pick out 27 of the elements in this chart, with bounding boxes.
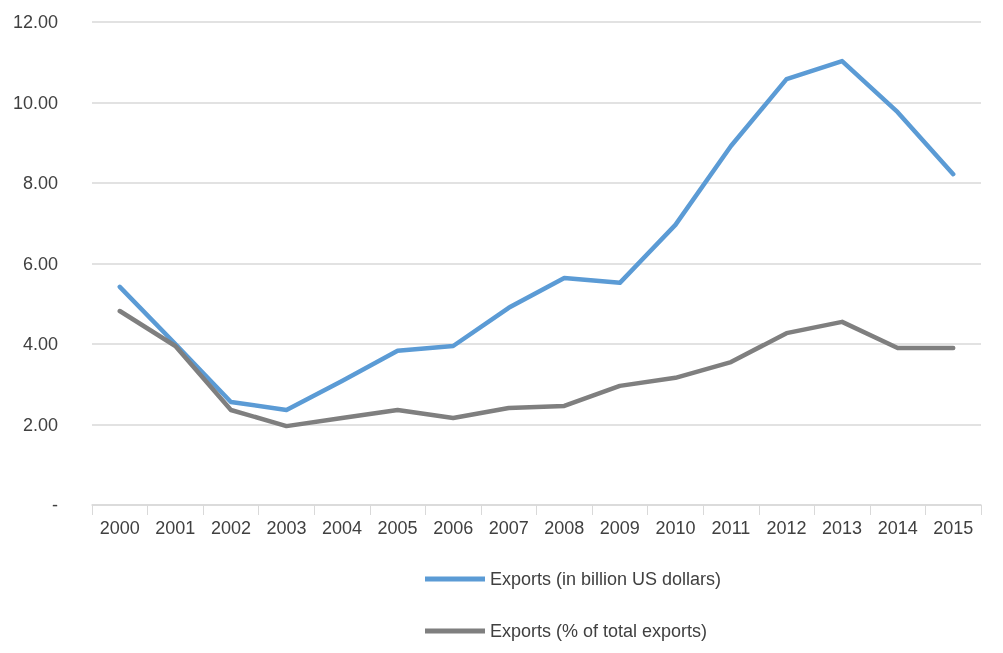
x-tick-label: 2001 [155, 518, 196, 538]
x-tick-label: 2010 [655, 518, 696, 538]
y-tick-label: 2.00 [22, 414, 58, 435]
x-tick-label: 2000 [99, 518, 140, 538]
x-tick-label: 2008 [544, 518, 585, 538]
line-series [117, 58, 956, 413]
x-tick-label: 2007 [488, 518, 529, 538]
x-tick-label: 2005 [377, 518, 418, 538]
legend-label: Exports (in billion US dollars) [490, 569, 722, 589]
line-series [117, 308, 956, 429]
x-tick-label: 2003 [266, 518, 307, 538]
y-tick-label: - [52, 495, 58, 515]
x-tick-label: 2013 [822, 518, 863, 538]
legend-label: Exports (% of total exports) [490, 621, 708, 641]
x-tick-label: 2012 [766, 518, 807, 538]
x-tick-label: 2015 [933, 518, 974, 538]
y-tick-label: 4.00 [22, 334, 58, 354]
x-tick-label: 2002 [210, 518, 251, 538]
x-tick-label: 2014 [877, 518, 918, 538]
x-tick-label: 2011 [711, 518, 751, 538]
x-tick-label: 2006 [433, 518, 474, 538]
y-tick-label: 12.00 [12, 12, 58, 32]
y-tick-label: 10.00 [12, 92, 58, 113]
x-tick-label: 2009 [599, 518, 640, 538]
x-tick-label: 2004 [322, 518, 363, 538]
y-tick-label: 8.00 [22, 173, 58, 193]
y-tick-label: 6.00 [22, 253, 58, 274]
